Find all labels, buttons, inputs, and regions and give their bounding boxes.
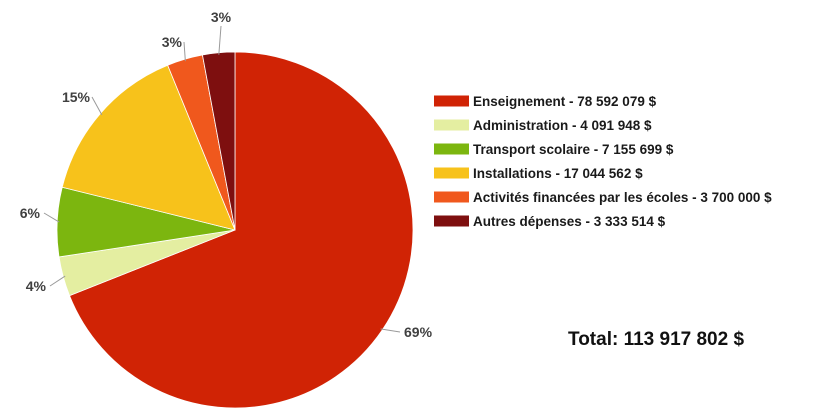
legend-label-6: Autres dépenses - 3 333 514 $ xyxy=(473,214,666,229)
percent-label-1: 69% xyxy=(404,324,433,340)
leader-line-3 xyxy=(43,212,60,223)
percent-labels: 69% 4% 6% 15% 3% 3% xyxy=(20,9,433,340)
legend-swatch-4 xyxy=(434,167,469,179)
leader-line-1 xyxy=(380,328,401,333)
leader-line-2 xyxy=(49,275,66,287)
legend-label-5: Activités financées par les écoles - 3 7… xyxy=(473,190,772,205)
pie-slices xyxy=(56,51,414,408)
legend-swatch-5 xyxy=(434,191,469,203)
legend-label-2: Administration - 4 091 948 $ xyxy=(473,118,652,133)
legend-swatch-1 xyxy=(434,95,469,107)
legend-swatch-6 xyxy=(434,215,469,227)
percent-label-4: 15% xyxy=(62,89,91,105)
leader-line-4 xyxy=(91,96,103,116)
leader-line-6 xyxy=(218,25,222,55)
leader-line-5 xyxy=(183,41,186,62)
pie-slice-1 xyxy=(69,51,414,408)
legend-swatch-2 xyxy=(434,119,469,131)
legend-label-3: Transport scolaire - 7 155 699 $ xyxy=(473,142,674,157)
legend-label-4: Installations - 17 044 562 $ xyxy=(473,166,643,181)
leader-lines xyxy=(43,25,401,333)
legend-swatch-3 xyxy=(434,143,469,155)
percent-label-3: 6% xyxy=(20,205,41,221)
percent-label-2: 4% xyxy=(26,278,47,294)
percent-label-6: 3% xyxy=(211,9,232,25)
total-label: Total: 113 917 802 $ xyxy=(568,329,744,350)
percent-label-5: 3% xyxy=(162,34,183,50)
legend-label-1: Enseignement - 78 592 079 $ xyxy=(473,94,657,109)
pie-slice-4 xyxy=(61,64,236,231)
legend: Enseignement - 78 592 079 $ Administratio… xyxy=(434,94,772,229)
